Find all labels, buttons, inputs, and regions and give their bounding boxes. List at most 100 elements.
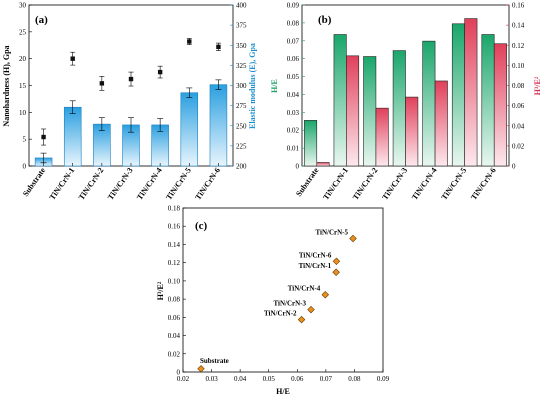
panel-a-ytick-label: 20 (19, 55, 27, 63)
panel-c-ytick-label: 0.06 (168, 314, 181, 322)
panel-b-categories: Substrate TiN/CrN-1 TiN/CrN-2 TiN/CrN-3 TiN/… (294, 166, 498, 202)
panel-b-ytick-label: 0.05 (287, 73, 300, 81)
panel-b-category-label: TiN/CrN-2 (351, 166, 380, 202)
panel-a-ytick-label: 15 (19, 82, 27, 90)
panel-b-label: (b) (318, 14, 332, 26)
panel-b-bar-h3e2 (405, 96, 419, 167)
panel-b-category-label: TiN/CrN-5 (440, 166, 469, 202)
panel-a-bar (63, 106, 82, 167)
panel-c: (c) H/E H³/E² 0.02 0.03 0.04 0.05 0.06 0.07 0.… (156, 205, 390, 397)
panel-c-ytick-label: 0.02 (168, 350, 181, 358)
panel-c-x-axis: 0.02 0.03 0.04 0.05 0.06 0.07 0.08 0.09 (177, 369, 390, 383)
panel-c-ytick-label: 0.14 (168, 241, 181, 249)
panel-a-category-label: TiN/CrN-4 (135, 166, 164, 202)
panel-b-bar-he (363, 56, 377, 167)
panel-b-y2tick-label: 0.08 (512, 82, 525, 90)
panel-b-ytick-label: 0.04 (287, 91, 300, 99)
panel-a-ytick-label: 30 (19, 2, 27, 10)
panel-c-point-label: TiN/CrN-1 (299, 262, 332, 270)
panel-a-point (99, 81, 105, 86)
panel-c-point-label: TiN/CrN-2 (264, 310, 297, 318)
panel-a-category-label: TiN/CrN-3 (106, 166, 135, 202)
panel-b-ytick-label: 0.06 (287, 55, 300, 63)
panel-a: (a) Nanohardness (H), Gpa Elastic modulu… (2, 2, 257, 202)
panel-c-point-label: TiN/CrN-4 (288, 285, 321, 293)
panel-a-right-axis: 200 225 250 275 300 325 350 375 400 (230, 2, 247, 171)
panel-c-point (332, 257, 341, 266)
panel-c-point-label: Substrate (200, 357, 229, 365)
panel-c-xtick-label: 0.07 (320, 375, 333, 383)
panel-a-bars (34, 79, 228, 167)
panel-b-ylabel: H/E (270, 79, 279, 93)
panel-b-bar-he (333, 34, 347, 167)
panel-b-ytick-label: 0.01 (287, 145, 300, 153)
panel-b-ytick-label: 0.02 (287, 127, 300, 135)
panel-c-ytick-label: 0.18 (168, 205, 181, 213)
panel-a-point (70, 56, 75, 61)
panel-a-category-label: TiN/CrN-2 (77, 166, 106, 202)
panel-c-ytick-label: 0.04 (168, 332, 181, 340)
panel-a-ylabel: Nanohardness (H), Gpa (2, 45, 11, 126)
panel-a-y2tick-label: 200 (236, 163, 247, 171)
panel-c-point (349, 234, 357, 243)
panel-a-y2tick-label: 300 (236, 82, 247, 90)
panel-b-y2tick-label: 0.12 (512, 42, 525, 50)
panel-a-y2tick-label: 375 (236, 22, 247, 30)
panel-b-bar-he (304, 120, 318, 167)
panel-b-bars (304, 18, 507, 167)
panel-b-category-label: TiN/CrN-6 (469, 166, 498, 202)
panel-a-bar (209, 84, 228, 167)
panel-c-point (197, 365, 205, 373)
panel-c-point (307, 305, 315, 314)
panel-b-category-label: TiN/CrN-4 (410, 166, 439, 202)
panel-b-category-label: TiN/CrN-1 (321, 166, 350, 202)
panel-c-ytick-label: 0 (177, 369, 181, 377)
panel-a-y2tick-label: 350 (236, 42, 247, 50)
panel-a-point (157, 69, 163, 75)
panel-c-points: Substrate TiN/CrN-1 TiN/CrN-2 TiN/CrN-3 TiN/… (197, 229, 357, 373)
panel-c-label: (c) (195, 220, 208, 232)
panel-c-point (297, 315, 306, 324)
panel-b-ytick-label: 0.09 (287, 2, 300, 10)
panel-a-ytick-label: 0 (23, 163, 27, 171)
panel-b-bar-he (392, 50, 406, 167)
panel-c-point-label: TiN/CrN-3 (273, 300, 306, 308)
panel-b-bar-h3e2 (464, 18, 478, 167)
panel-a-ytick-label: 25 (19, 28, 27, 36)
panel-b-y2tick-label: 0.10 (512, 62, 525, 70)
panel-c-ytick-label: 0.10 (168, 277, 181, 285)
panel-a-ytick-label: 5 (23, 136, 27, 144)
panel-a-y2tick-label: 225 (236, 142, 247, 150)
panel-c-xlabel: H/E (276, 387, 290, 396)
panel-c-point-label: TiN/CrN-5 (315, 229, 348, 237)
panel-a-point (128, 76, 134, 82)
panel-c-point (321, 291, 330, 299)
panel-c-xtick-label: 0.03 (205, 375, 218, 383)
panel-b-y2tick-label: 0.04 (512, 122, 525, 130)
panel-a-y2tick-label: 275 (236, 102, 247, 110)
panel-c-xtick-label: 0.05 (263, 375, 276, 383)
panel-c-xtick-label: 0.06 (291, 375, 304, 383)
panel-a-category-label: TiN/CrN-6 (193, 166, 222, 202)
panel-c-frame (182, 207, 384, 373)
panel-b-ytick-label: 0.08 (287, 19, 300, 27)
panel-a-label: (a) (35, 14, 48, 26)
panel-c-point-label: TiN/CrN-6 (299, 251, 332, 259)
panel-b: (b) H/E H³/E² 00.010.020.030.040.050.060… (270, 2, 542, 202)
panel-c-xtick-label: 0.09 (377, 375, 390, 383)
panel-c-ylabel: H³/E² (156, 281, 165, 300)
panel-b-y2tick-label: 0.14 (512, 22, 525, 30)
panel-b-y2tick-label: 0.16 (512, 2, 525, 10)
panel-b-bar-h3e2 (493, 43, 507, 167)
panel-b-y2tick-label: 0.06 (512, 102, 525, 110)
panel-a-y2tick-label: 400 (236, 2, 247, 10)
panel-b-left-axis: 0 0.01 0.02 0.03 0.04 0.05 0.06 0.07 0.08 0.09 (287, 2, 305, 171)
panel-c-ytick-label: 0.12 (168, 259, 181, 267)
panel-a-ytick-label: 10 (19, 109, 27, 117)
panel-a-point (187, 39, 192, 44)
panel-a-category-label: TiN/CrN-1 (48, 166, 77, 202)
panel-b-bar-he (481, 34, 495, 167)
panel-b-ytick-label: 0.07 (287, 37, 300, 45)
panel-c-y-axis: 0 0.02 0.04 0.06 0.08 0.10 0.12 0.14 0.16 0.18 (168, 205, 186, 377)
